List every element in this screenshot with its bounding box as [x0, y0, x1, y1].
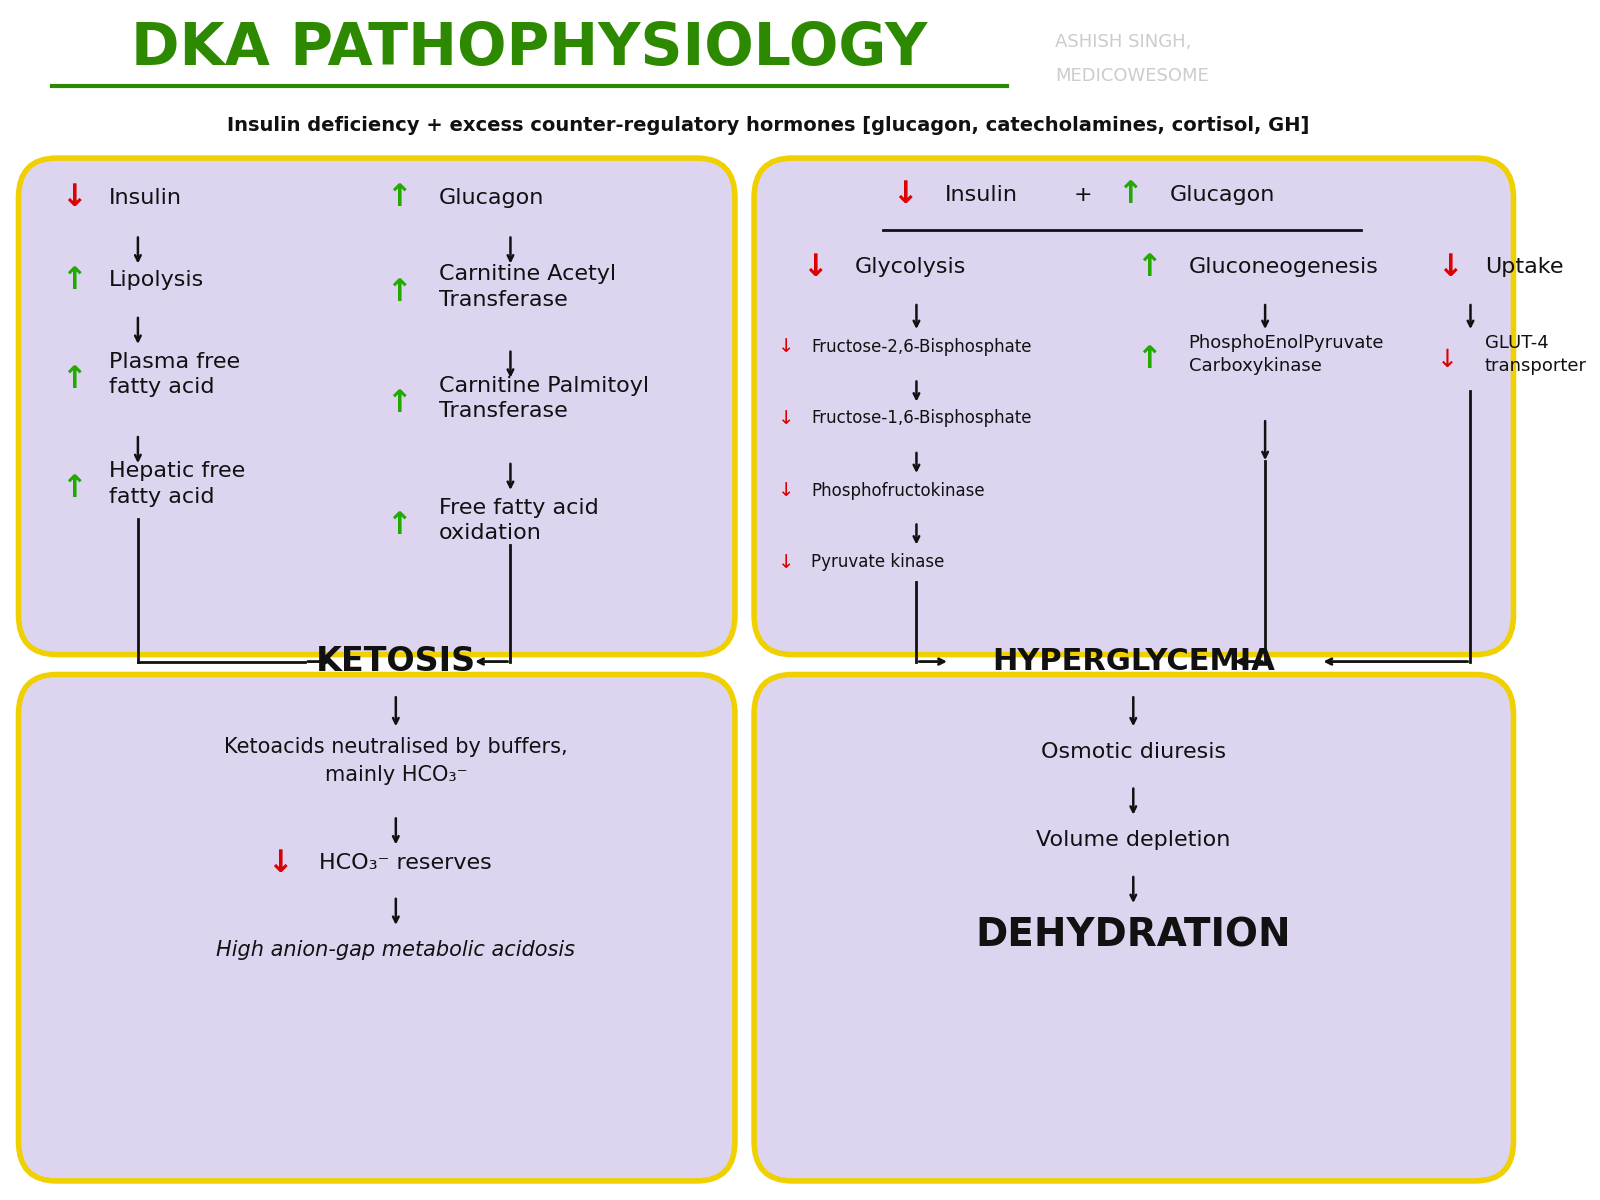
Text: Carnitine Acetyl
Transferase: Carnitine Acetyl Transferase: [438, 264, 616, 310]
Text: Carnitine Palmitoyl
Transferase: Carnitine Palmitoyl Transferase: [438, 376, 650, 421]
Text: Free fatty acid
oxidation: Free fatty acid oxidation: [438, 498, 598, 544]
Text: ↓: ↓: [778, 409, 794, 427]
Text: ↑: ↑: [61, 265, 86, 295]
Text: Gluconeogenesis: Gluconeogenesis: [1189, 257, 1379, 277]
Text: HYPERGLYCEMIA: HYPERGLYCEMIA: [992, 647, 1275, 676]
Text: ↓: ↓: [802, 253, 827, 282]
Text: ↓: ↓: [778, 481, 794, 500]
FancyBboxPatch shape: [19, 674, 734, 1181]
Text: Volume depletion: Volume depletion: [1037, 830, 1230, 851]
Text: Glucagon: Glucagon: [438, 188, 544, 208]
Text: Insulin: Insulin: [946, 185, 1018, 205]
Text: Insulin: Insulin: [109, 188, 182, 208]
Text: ↑: ↑: [386, 511, 411, 540]
Text: ↓: ↓: [778, 553, 794, 571]
Text: Hepatic free
fatty acid: Hepatic free fatty acid: [109, 461, 245, 506]
Text: ↑: ↑: [386, 184, 411, 212]
Text: Glucagon: Glucagon: [1170, 185, 1275, 205]
Text: Uptake: Uptake: [1485, 257, 1563, 277]
Text: ↑: ↑: [1117, 180, 1142, 209]
Text: Phosphofructokinase: Phosphofructokinase: [811, 481, 986, 499]
Text: DEHYDRATION: DEHYDRATION: [976, 917, 1291, 955]
Text: ↓: ↓: [1437, 253, 1462, 282]
Text: Insulin deficiency + excess counter-regulatory hormones [glucagon, catecholamine: Insulin deficiency + excess counter-regu…: [227, 116, 1309, 134]
Text: ↓: ↓: [267, 848, 293, 877]
Text: MEDICOWESOME: MEDICOWESOME: [1054, 67, 1208, 85]
Text: ↑: ↑: [1136, 253, 1162, 282]
Text: Ketoacids neutralised by buffers,
mainly HCO₃⁻: Ketoacids neutralised by buffers, mainly…: [224, 737, 568, 785]
Text: PhosphoEnolPyruvate
Carboxykinase: PhosphoEnolPyruvate Carboxykinase: [1189, 335, 1384, 376]
Text: KETOSIS: KETOSIS: [315, 646, 475, 678]
Text: Fructose-2,6-Bisphosphate: Fructose-2,6-Bisphosphate: [811, 337, 1032, 355]
Text: ↑: ↑: [386, 389, 411, 418]
Text: ↑: ↑: [386, 277, 411, 307]
Text: ASHISH SINGH,: ASHISH SINGH,: [1054, 32, 1192, 50]
Text: GLUT-4
transporter: GLUT-4 transporter: [1485, 335, 1587, 376]
Text: ↑: ↑: [1136, 346, 1162, 374]
Text: Lipolysis: Lipolysis: [109, 270, 205, 290]
FancyBboxPatch shape: [754, 158, 1514, 655]
Text: ↓: ↓: [778, 337, 794, 356]
Text: ↓: ↓: [1437, 348, 1458, 372]
FancyBboxPatch shape: [754, 674, 1514, 1181]
FancyBboxPatch shape: [19, 158, 734, 655]
Text: ↓: ↓: [61, 184, 86, 212]
Text: High anion-gap metabolic acidosis: High anion-gap metabolic acidosis: [216, 940, 576, 960]
Text: HCO₃⁻ reserves: HCO₃⁻ reserves: [320, 853, 493, 874]
Text: Glycolysis: Glycolysis: [854, 257, 966, 277]
Text: DKA PATHOPHYSIOLOGY: DKA PATHOPHYSIOLOGY: [131, 20, 928, 77]
Text: ↑: ↑: [61, 474, 86, 503]
Text: Plasma free
fatty acid: Plasma free fatty acid: [109, 352, 240, 397]
Text: Pyruvate kinase: Pyruvate kinase: [811, 553, 944, 571]
Text: Fructose-1,6-Bisphosphate: Fructose-1,6-Bisphosphate: [811, 409, 1032, 427]
Text: ↑: ↑: [61, 365, 86, 394]
Text: Osmotic diuresis: Osmotic diuresis: [1040, 742, 1226, 762]
Text: ↓: ↓: [893, 180, 918, 209]
Text: +: +: [1074, 185, 1093, 205]
